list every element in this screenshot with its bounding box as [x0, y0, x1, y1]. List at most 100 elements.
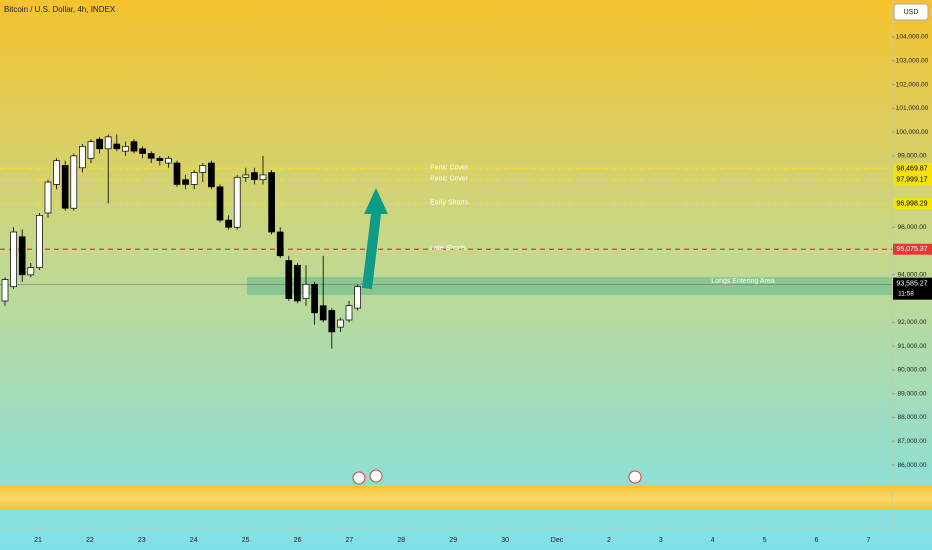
candle-body	[79, 146, 86, 169]
candle-body	[36, 215, 43, 269]
candle-body	[61, 165, 69, 209]
candle-body	[182, 179, 189, 185]
candle-body	[18, 236, 26, 276]
y-tick-label: 91,000.00	[898, 343, 927, 350]
x-tick-label: 27	[346, 537, 354, 544]
x-tick-label: Dec	[551, 537, 564, 544]
candle-body	[139, 148, 146, 154]
candle-body	[302, 283, 310, 299]
candle-body	[251, 172, 258, 181]
candle-body	[199, 165, 207, 173]
level-label: Late Shorts	[430, 245, 466, 252]
x-tick-label: 7	[866, 537, 870, 544]
candle-body	[225, 219, 232, 228]
y-tick-label: 101,000.00	[896, 105, 929, 112]
candle-body	[233, 176, 241, 228]
y-tick-label: 88,000.00	[898, 414, 927, 421]
y-tick-label: 99,000.00	[898, 153, 927, 160]
price-tag	[893, 243, 932, 255]
y-tick-label: 87,000.00	[898, 438, 927, 445]
level-label: Panic Cover	[430, 176, 469, 183]
x-tick-label: 5	[763, 537, 767, 544]
candle-body	[147, 153, 155, 159]
y-tick-label: 86,000.00	[898, 462, 927, 469]
currency: USD	[904, 9, 919, 16]
candle-body	[113, 143, 121, 150]
x-tick-label: 4	[711, 537, 715, 544]
price-tag-label: 95,075.37	[896, 246, 927, 253]
candle-body	[173, 162, 181, 185]
event-icon	[369, 469, 383, 483]
price-tag	[893, 198, 932, 210]
x-tick-label: 2	[607, 537, 611, 544]
y-tick-label: 103,000.00	[896, 57, 929, 64]
x-tick-label: 30	[501, 537, 509, 544]
event-icon	[628, 470, 642, 484]
candle-body	[319, 305, 327, 321]
candle-body	[87, 141, 95, 159]
candle-body	[337, 319, 344, 328]
price-tag	[893, 174, 932, 186]
x-tick-label: 21	[34, 537, 42, 544]
candle-body	[53, 160, 60, 185]
candle-body	[70, 155, 78, 209]
y-tick-label: 96,000.00	[898, 224, 927, 231]
x-tick-label: 3	[659, 537, 663, 544]
x-tick-label: 22	[86, 537, 94, 544]
candle-body	[268, 172, 275, 233]
price-tag-label: 97,999.17	[896, 177, 927, 184]
currency-button[interactable]	[893, 3, 929, 21]
candle-body	[156, 157, 164, 162]
arrow	[362, 188, 388, 289]
x-tick-label: 23	[138, 537, 146, 544]
level-label: Panic Cover	[430, 164, 469, 171]
candle-body	[285, 260, 293, 299]
chart-title: Bitcoin / U.S. Dollar, 4h, INDEX	[4, 5, 116, 14]
x-tick-label: 28	[397, 537, 405, 544]
candle-body	[10, 231, 17, 288]
candle-body	[259, 174, 267, 181]
countdown: 11:58	[898, 290, 914, 297]
x-tick-label: 26	[294, 537, 302, 544]
zone	[247, 277, 892, 296]
candle-body	[104, 136, 112, 150]
level-label: Early Shorts	[430, 199, 469, 206]
price-tag-label: 98,469.87	[896, 165, 927, 172]
price-tag-label: 96,998.29	[896, 200, 927, 207]
y-tick-label: 94,000.00	[898, 272, 927, 279]
candle-body	[216, 186, 224, 221]
zone-label: Longs Entering Area	[711, 278, 775, 285]
candle-body	[1, 279, 9, 302]
candle-body	[165, 157, 172, 164]
candle-body	[96, 138, 103, 150]
x-tick-label: 24	[190, 537, 198, 544]
price-tag-label: 93,585.27	[896, 281, 927, 288]
candle-body	[130, 141, 138, 152]
plot: Longs Entering Area Panic Cover Panic Cove…	[0, 134, 892, 349]
candle-body	[311, 283, 318, 314]
candle-body	[328, 310, 336, 333]
candle-body	[354, 286, 361, 309]
x-tick-label: 25	[242, 537, 250, 544]
event-icon	[352, 471, 366, 485]
candle-body	[208, 162, 215, 188]
candle-body	[345, 305, 353, 321]
candle-body	[242, 174, 250, 178]
candle-body	[190, 172, 198, 185]
price-tag	[893, 277, 932, 300]
candle-body	[276, 231, 284, 257]
bottom-band	[0, 486, 932, 510]
y-tick-label: 89,000.00	[898, 390, 927, 397]
candle-body	[294, 264, 301, 302]
x-tick-label: 29	[449, 537, 457, 544]
y-tick-label: 102,000.00	[896, 81, 929, 88]
candle-body	[122, 146, 129, 152]
y-tick-label: 104,000.00	[896, 34, 929, 41]
candle-body	[44, 181, 52, 214]
x-tick-label: 6	[815, 537, 819, 544]
y-tick-label: 100,000.00	[896, 129, 929, 136]
candle-body	[27, 267, 35, 276]
y-tick-label: 92,000.00	[898, 319, 927, 326]
